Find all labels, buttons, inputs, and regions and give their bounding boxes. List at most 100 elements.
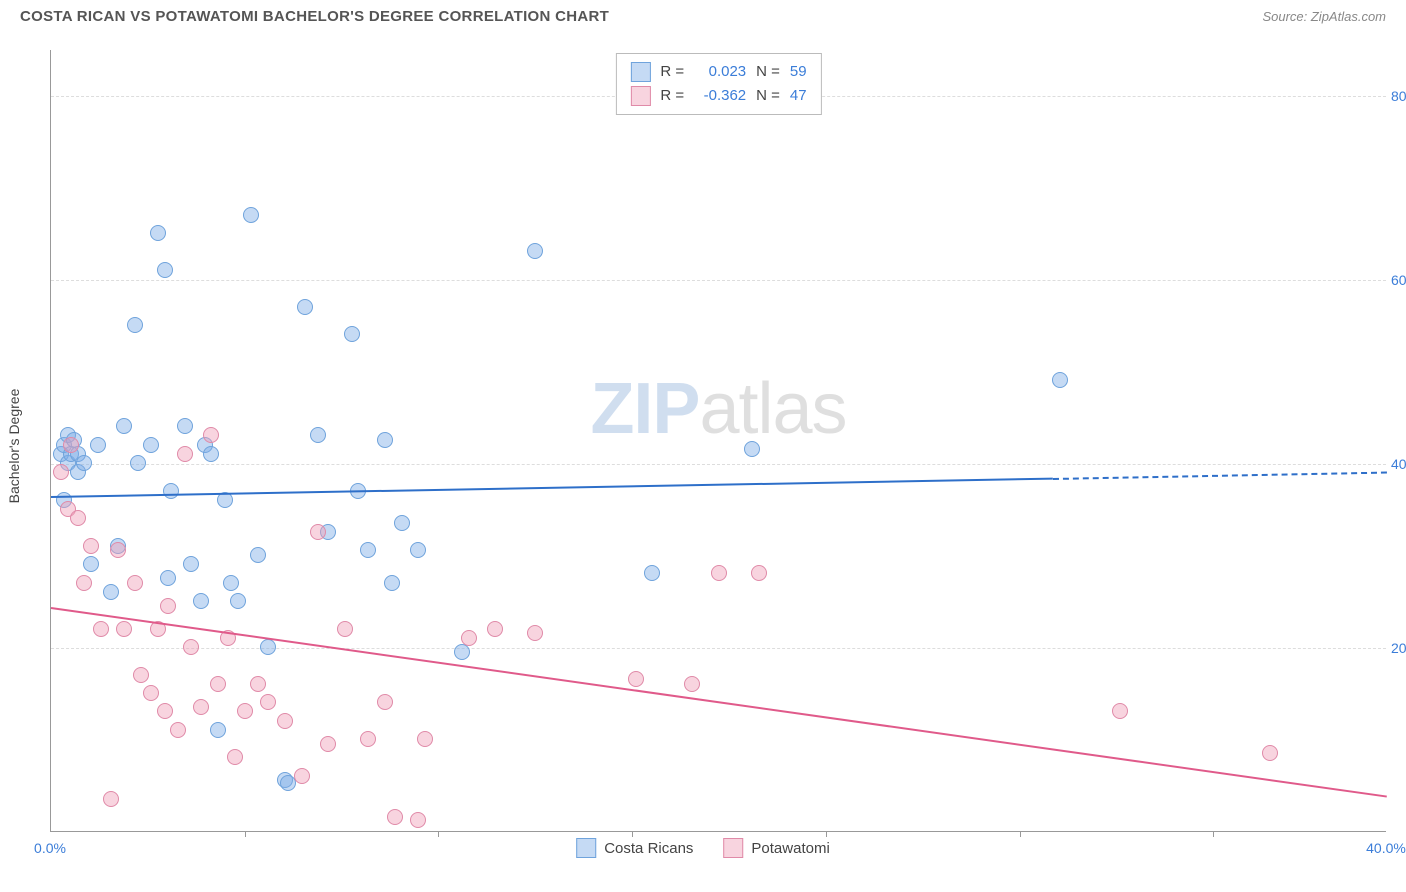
x-tick-label: 0.0% (34, 840, 66, 856)
x-tick-mark (1020, 831, 1021, 837)
data-point (417, 731, 433, 747)
chart-title: COSTA RICAN VS POTAWATOMI BACHELOR'S DEG… (20, 8, 609, 25)
data-point (203, 427, 219, 443)
data-point (163, 483, 179, 499)
swatch-icon (576, 838, 596, 858)
data-point (183, 639, 199, 655)
data-point (127, 575, 143, 591)
legend-item-series-0: Costa Ricans (576, 838, 693, 858)
data-point (103, 791, 119, 807)
data-point (76, 455, 92, 471)
data-point (377, 432, 393, 448)
data-point (243, 207, 259, 223)
x-tick-mark (826, 831, 827, 837)
x-tick-mark (1213, 831, 1214, 837)
data-point (454, 644, 470, 660)
data-point (744, 441, 760, 457)
legend-row-series-0: R = 0.023 N = 59 (630, 60, 806, 84)
data-point (310, 524, 326, 540)
data-point (143, 685, 159, 701)
data-point (384, 575, 400, 591)
data-point (116, 418, 132, 434)
data-point (387, 809, 403, 825)
data-point (294, 768, 310, 784)
data-point (143, 437, 159, 453)
data-point (127, 317, 143, 333)
data-point (83, 556, 99, 572)
data-point (751, 565, 767, 581)
data-point (193, 593, 209, 609)
data-point (183, 556, 199, 572)
data-point (76, 575, 92, 591)
data-point (223, 575, 239, 591)
data-point (684, 676, 700, 692)
swatch-icon (630, 86, 650, 106)
chart-source: Source: ZipAtlas.com (1262, 9, 1386, 24)
data-point (410, 542, 426, 558)
data-point (337, 621, 353, 637)
data-point (230, 593, 246, 609)
x-tick-mark (632, 831, 633, 837)
data-point (150, 225, 166, 241)
data-point (157, 703, 173, 719)
data-point (360, 731, 376, 747)
data-point (461, 630, 477, 646)
data-point (377, 694, 393, 710)
data-point (193, 699, 209, 715)
data-point (210, 676, 226, 692)
gridline (51, 280, 1386, 281)
data-point (210, 722, 226, 738)
gridline (51, 464, 1386, 465)
data-point (130, 455, 146, 471)
data-point (487, 621, 503, 637)
trend-line-extrapolated (1053, 471, 1387, 479)
data-point (227, 749, 243, 765)
chart-plot-area: ZIPatlas R = 0.023 N = 59 R = -0.362 N =… (50, 50, 1386, 832)
data-point (103, 584, 119, 600)
data-point (1262, 745, 1278, 761)
data-point (277, 713, 293, 729)
data-point (237, 703, 253, 719)
data-point (177, 446, 193, 462)
data-point (93, 621, 109, 637)
gridline (51, 648, 1386, 649)
x-tick-mark (245, 831, 246, 837)
watermark: ZIPatlas (590, 368, 846, 450)
trend-line (51, 607, 1387, 798)
data-point (170, 722, 186, 738)
data-point (527, 625, 543, 641)
data-point (133, 667, 149, 683)
data-point (394, 515, 410, 531)
legend-item-series-1: Potawatomi (723, 838, 829, 858)
data-point (1052, 372, 1068, 388)
data-point (70, 510, 86, 526)
data-point (177, 418, 193, 434)
data-point (628, 671, 644, 687)
y-axis-label: Bachelor's Degree (6, 389, 22, 504)
data-point (160, 570, 176, 586)
data-point (1112, 703, 1128, 719)
data-point (83, 538, 99, 554)
data-point (63, 437, 79, 453)
trend-line (51, 478, 1053, 498)
correlation-legend: R = 0.023 N = 59 R = -0.362 N = 47 (615, 53, 821, 115)
data-point (320, 736, 336, 752)
data-point (110, 542, 126, 558)
data-point (644, 565, 660, 581)
y-tick-label: 60.0% (1391, 272, 1406, 288)
x-tick-label: 40.0% (1366, 840, 1406, 856)
data-point (250, 547, 266, 563)
data-point (344, 326, 360, 342)
data-point (260, 694, 276, 710)
data-point (250, 676, 266, 692)
series-legend: Costa Ricans Potawatomi (576, 838, 830, 858)
data-point (360, 542, 376, 558)
data-point (116, 621, 132, 637)
data-point (260, 639, 276, 655)
data-point (53, 464, 69, 480)
data-point (297, 299, 313, 315)
legend-row-series-1: R = -0.362 N = 47 (630, 84, 806, 108)
data-point (90, 437, 106, 453)
swatch-icon (723, 838, 743, 858)
data-point (160, 598, 176, 614)
